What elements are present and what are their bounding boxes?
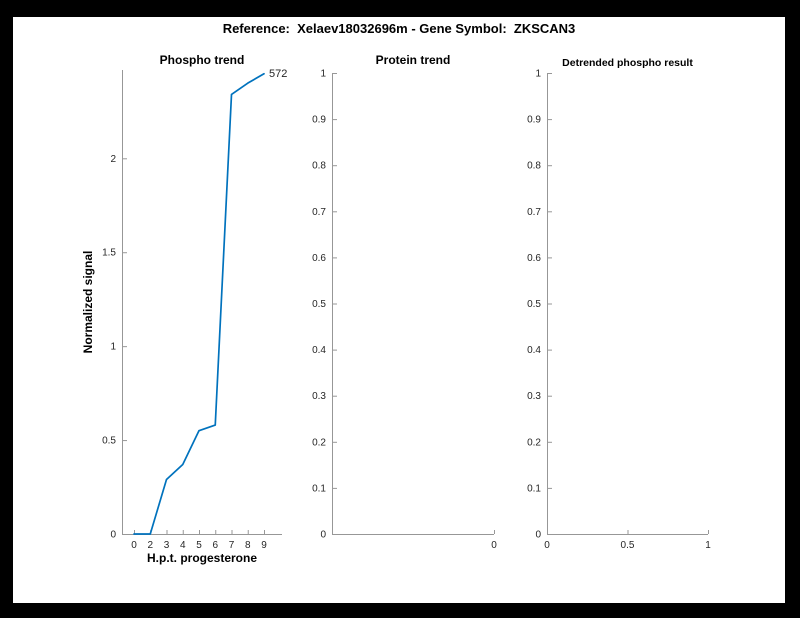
plot-0: 00.511.520 2 3 4 5 6 7 8 9 xyxy=(102,70,282,551)
trend-line-phospho-signal xyxy=(133,72,265,535)
y-tick-label: 1 xyxy=(535,69,541,80)
y-tick-label: 0 xyxy=(535,530,541,541)
plot-title-detrended-phospho-result: Detrended phospho result xyxy=(562,57,693,69)
y-tick-label: 1.5 xyxy=(102,248,116,259)
y-tick-label: 0.5 xyxy=(312,299,326,310)
plot-1: 0 0.1 0.2 0.3 0.4 0.5 0.6 0.7 0.8 0.9 1 0 xyxy=(312,69,497,552)
y-tick-label: 0.7 xyxy=(312,207,326,218)
y-tick-label: 0.4 xyxy=(527,345,541,356)
plot-2: 0 0.1 0.2 0.3 0.4 0.5 0.6 0.7 0.8 0.9 1 0 0.5 1 xyxy=(527,69,711,552)
x-tick-label: 9 xyxy=(261,540,267,551)
y-tick-label: 0.2 xyxy=(312,437,326,448)
y-tick-label: 0.3 xyxy=(312,391,326,402)
figure-title: Reference: Xelaev18032696m - Gene Symbol… xyxy=(222,21,576,36)
y-tick-label: 0.9 xyxy=(527,115,541,126)
x-tick-label: 0.5 xyxy=(621,540,635,551)
x-tick-label: 1 xyxy=(705,540,711,551)
y-tick-label: 0.8 xyxy=(312,161,326,172)
y-tick-label: 0.2 xyxy=(527,437,541,448)
x-tick-label: 8 xyxy=(245,540,251,551)
y-tick-label: 2 xyxy=(110,154,116,165)
y-axis-label-normalized-signal: Normalized signal xyxy=(81,250,95,354)
y-tick-label: 1 xyxy=(110,342,116,353)
y-tick-label: 0 xyxy=(110,530,116,541)
y-tick-label: 0.9 xyxy=(312,115,326,126)
y-tick-label: 0.3 xyxy=(527,391,541,402)
x-tick-label: 2 xyxy=(147,540,153,551)
plot-title-phospho-trend: Phospho trend xyxy=(159,53,245,67)
y-tick-label: 0.6 xyxy=(312,253,326,264)
x-tick-label: 0 xyxy=(131,540,137,551)
figure-canvas: 0 0.5 1 1.5 2 0 2 3 4 5 6 7 8 9 0 0.1 0.2 0.3 0.4 0.5 0.6 0.7… xyxy=(13,17,785,603)
line-end-value-annotation: 572 xyxy=(269,67,288,80)
y-tick-label: 0.7 xyxy=(527,207,541,218)
plots-svg: 00.511.520 2 3 4 5 6 7 8 900.10.20.30.40.50.60.7… xyxy=(102,69,711,552)
y-tick-label: 0 xyxy=(320,530,326,541)
x-axis-label-hpt-progesterone: H.p.t. progesterone xyxy=(146,551,257,565)
y-tick-label: 0.5 xyxy=(527,299,541,310)
y-tick-label: 0.5 xyxy=(102,436,116,447)
x-tick-label: 0 xyxy=(544,540,550,551)
y-tick-label: 0.8 xyxy=(527,161,541,172)
x-tick-label: 0 xyxy=(491,540,497,551)
plot-title-protein-trend: Protein trend xyxy=(375,53,451,67)
x-tick-label: 4 xyxy=(180,540,186,551)
y-tick-label: 1 xyxy=(320,69,326,80)
y-tick-label: 0.1 xyxy=(312,483,326,494)
y-tick-label: 0.6 xyxy=(527,253,541,264)
x-tick-label: 5 xyxy=(196,540,202,551)
y-tick-label: 0.4 xyxy=(312,345,326,356)
x-tick-label: 6 xyxy=(212,540,218,551)
x-tick-label: 3 xyxy=(164,540,170,551)
y-tick-label: 0.1 xyxy=(527,483,541,494)
x-tick-label: 7 xyxy=(229,540,235,551)
